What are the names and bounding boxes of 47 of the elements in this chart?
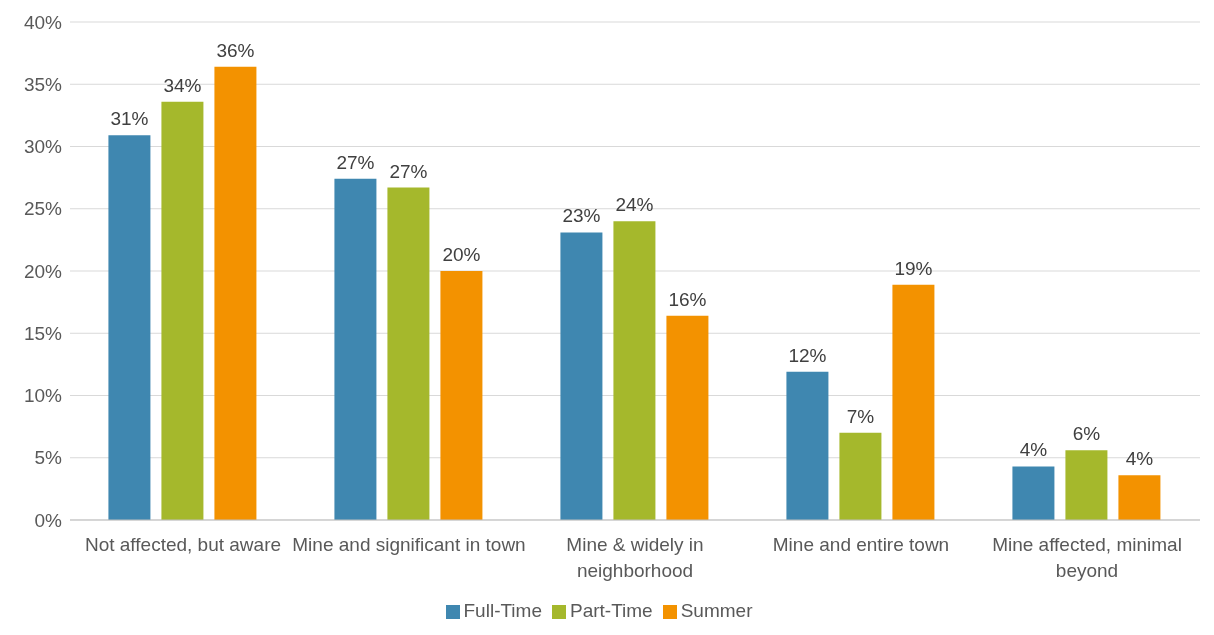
bar [666,315,709,520]
legend-label: Summer [680,600,753,621]
bar [1065,450,1108,520]
data-label: 27% [336,151,375,173]
data-label: 4% [1019,439,1048,461]
bar [108,135,151,520]
y-tick-label: 20% [23,260,63,282]
bar [387,187,430,520]
x-tick-label: Mine and significant in town [292,534,526,556]
bar [440,271,483,520]
data-label: 16% [668,288,707,310]
bar [161,101,204,520]
y-tick-label: 35% [23,74,63,95]
x-tick-label: Mine & widely in neighborhood [566,534,704,582]
bar [1012,466,1055,520]
data-label: 20% [442,244,481,265]
data-label: 36% [216,39,255,61]
legend-label: Part-Time [569,600,653,621]
bar [334,178,377,520]
data-label: 19% [894,257,933,279]
data-label: 7% [846,405,875,427]
bar [214,66,257,520]
data-label: 23% [562,205,601,227]
y-tick-label: 40% [23,11,63,33]
data-label: 6% [1072,423,1101,445]
legend-label: Full-Time [463,600,542,621]
y-tick-label: 5% [34,447,63,469]
x-tick-label: Mine and entire town [772,534,950,556]
bar [786,371,829,520]
y-tick-label: 0% [34,509,63,531]
y-tick-label: 15% [23,322,63,344]
data-label: 31% [110,108,149,130]
y-tick-label: 30% [23,136,63,158]
bar [892,284,935,520]
bar [1118,475,1161,520]
x-tick-label: Mine affected, minimal beyond [992,534,1182,582]
data-label: 12% [788,344,827,366]
y-tick-label: 25% [23,198,63,220]
data-label: 24% [615,194,654,216]
bar [613,221,656,520]
data-label: 34% [163,74,202,96]
data-label: 27% [389,160,428,182]
y-tick-label: 10% [23,385,63,407]
bar [560,232,603,520]
x-tick-label: Not affected, but aware [84,534,282,556]
data-label: 4% [1125,448,1154,470]
bar [839,432,882,520]
